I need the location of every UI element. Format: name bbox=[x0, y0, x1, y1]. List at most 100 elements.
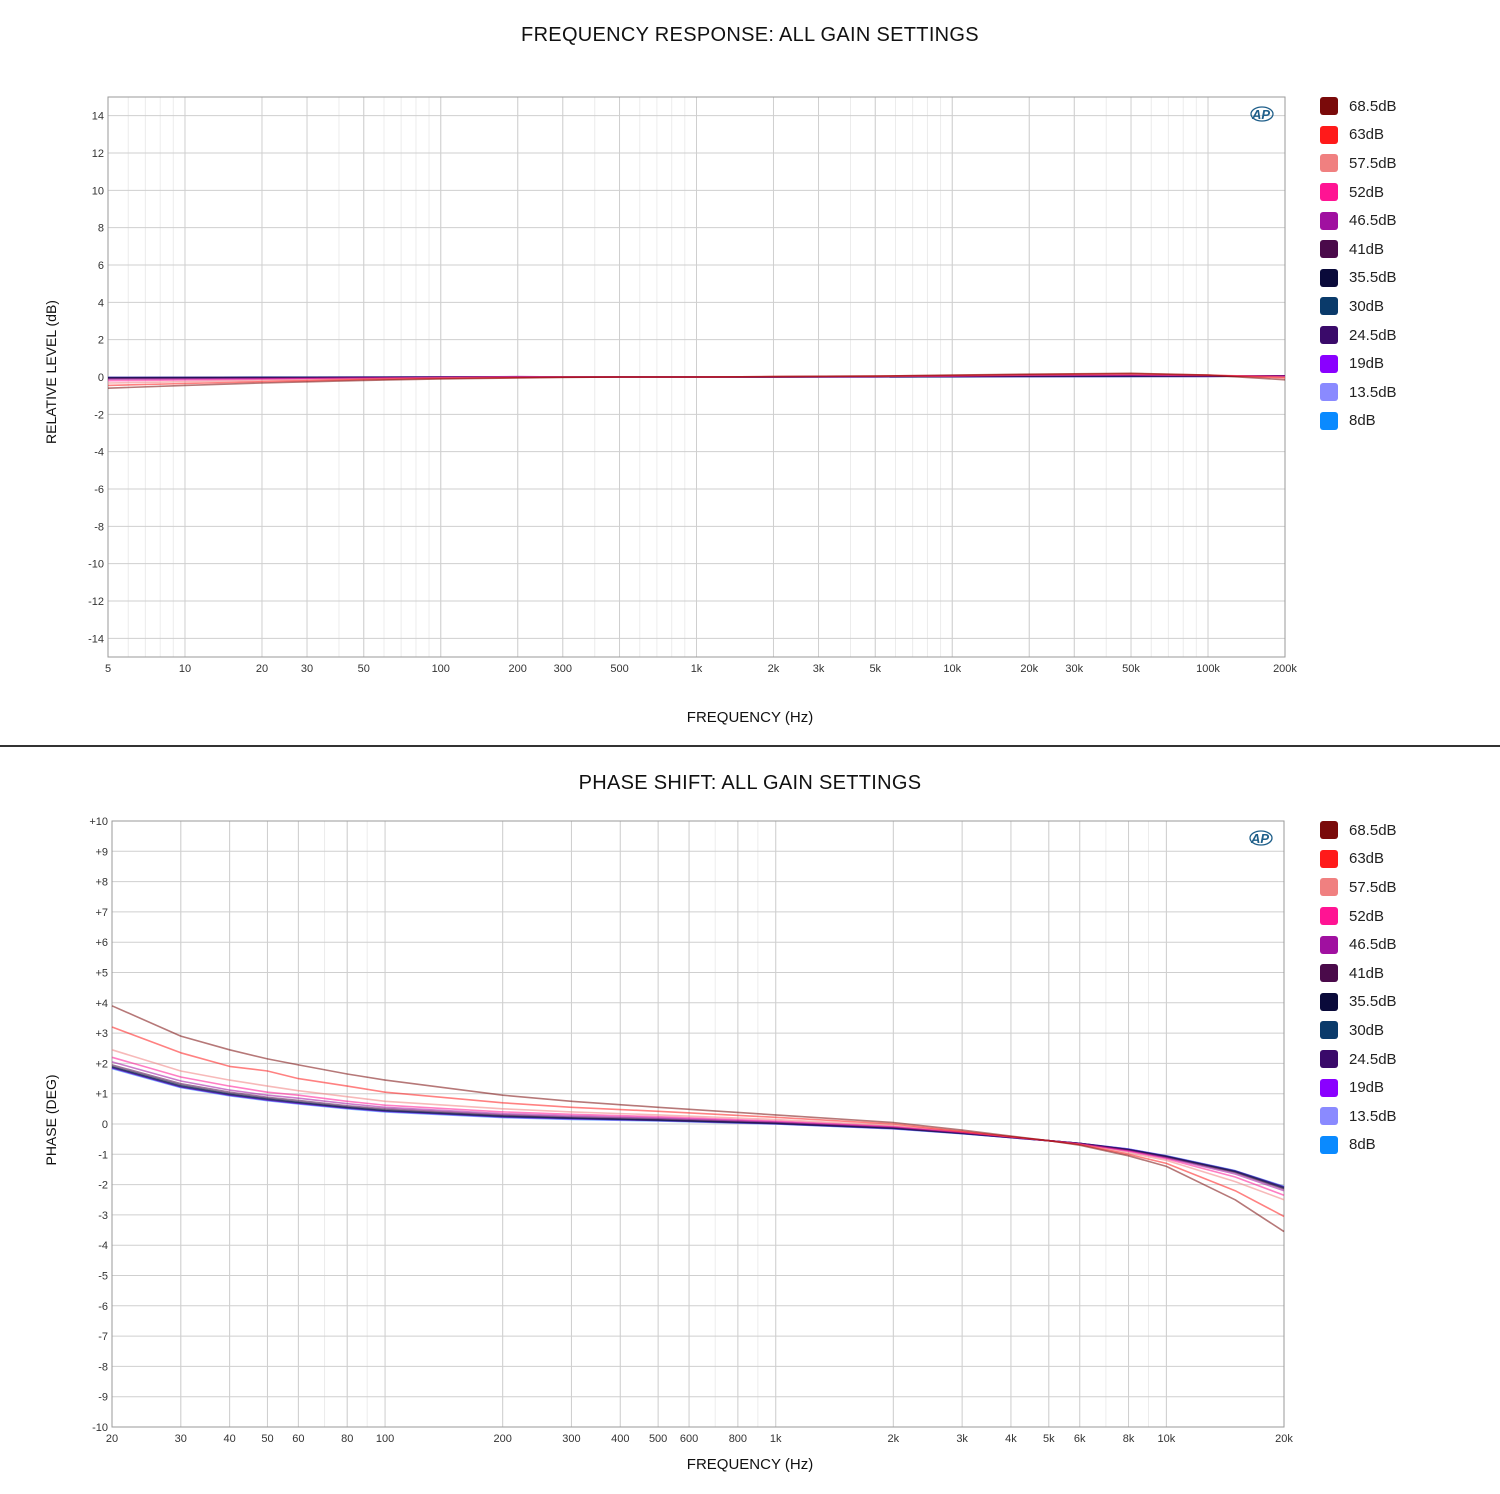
legend-swatch bbox=[1320, 1078, 1338, 1097]
y-tick-label: -5 bbox=[98, 1271, 108, 1283]
legend-item: 13.5dB bbox=[1320, 378, 1397, 407]
y-tick-label: +10 bbox=[89, 816, 108, 828]
x-tick-label: 800 bbox=[729, 1433, 747, 1445]
y-tick-label: +6 bbox=[95, 937, 108, 949]
x-tick-label: 5 bbox=[105, 663, 111, 675]
y-tick-label: 12 bbox=[92, 148, 104, 160]
y-tick-label: -4 bbox=[98, 1240, 108, 1252]
legend-swatch bbox=[1320, 183, 1338, 202]
y-tick-label: 4 bbox=[98, 297, 104, 309]
legend-swatch bbox=[1320, 326, 1338, 345]
legend-item: 63dB bbox=[1320, 121, 1397, 150]
legend-label: 63dB bbox=[1349, 126, 1385, 144]
y-tick-label: +4 bbox=[95, 998, 108, 1010]
legend-swatch bbox=[1320, 383, 1338, 402]
legend-item: 46.5dB bbox=[1320, 206, 1397, 235]
legend-label: 30dB bbox=[1349, 297, 1385, 315]
legend-item: 68.5dB bbox=[1320, 92, 1397, 121]
legend-item: 30dB bbox=[1320, 1016, 1397, 1045]
y-tick-label: -6 bbox=[94, 484, 104, 496]
legend-label: 46.5dB bbox=[1349, 212, 1397, 230]
legend-label: 41dB bbox=[1349, 240, 1385, 258]
y-tick-label: -3 bbox=[98, 1210, 108, 1222]
ap-logo-icon: AP bbox=[1250, 831, 1269, 846]
x-tick-label: 50 bbox=[261, 1433, 273, 1445]
legend-label: 24.5dB bbox=[1349, 1050, 1397, 1068]
legend-item: 19dB bbox=[1320, 349, 1397, 378]
legend-swatch bbox=[1320, 97, 1338, 116]
x-tick-label: 10k bbox=[943, 663, 961, 675]
chart-title: FREQUENCY RESPONSE: ALL GAIN SETTINGS bbox=[521, 24, 979, 46]
x-tick-label: 20k bbox=[1275, 1433, 1293, 1445]
x-tick-label: 1k bbox=[691, 663, 703, 675]
legend-swatch bbox=[1320, 821, 1338, 840]
x-tick-label: 8k bbox=[1123, 1433, 1135, 1445]
legend-swatch bbox=[1320, 125, 1338, 144]
y-tick-label: 0 bbox=[98, 372, 104, 384]
y-tick-label: 10 bbox=[92, 185, 104, 197]
legend-item: 52dB bbox=[1320, 178, 1397, 207]
y-tick-label: -2 bbox=[94, 409, 104, 421]
legend: 68.5dB 63dB 57.5dB 52dB 46.5dB 41dB 35.5dB 30dB… bbox=[1320, 92, 1397, 435]
legend-item: 41dB bbox=[1320, 959, 1397, 988]
x-tick-label: 3k bbox=[813, 663, 825, 675]
phase-shift-plot: 20 30 40 50 60 80 100 200 300 400 500 600 800 1k 2k 3k 4… bbox=[89, 816, 1293, 1445]
legend-label: 19dB bbox=[1349, 1079, 1385, 1097]
x-tick-label: 5k bbox=[869, 663, 881, 675]
legend-label: 68.5dB bbox=[1349, 821, 1397, 839]
y-tick-label: -4 bbox=[94, 447, 104, 459]
series-line-68.5dB bbox=[107, 372, 1286, 389]
y-tick-label: -10 bbox=[92, 1422, 108, 1434]
legend-label: 30dB bbox=[1349, 1021, 1385, 1039]
x-tick-label: 400 bbox=[611, 1433, 629, 1445]
legend-item: 30dB bbox=[1320, 292, 1397, 321]
legend-swatch bbox=[1320, 1107, 1338, 1126]
x-axis-label: FREQUENCY (Hz) bbox=[686, 709, 814, 726]
legend-label: 24.5dB bbox=[1349, 326, 1397, 344]
legend-swatch bbox=[1320, 935, 1338, 954]
x-tick-label: 200k bbox=[1273, 663, 1297, 675]
x-tick-label: 200 bbox=[493, 1433, 511, 1445]
legend-label: 35.5dB bbox=[1349, 269, 1397, 287]
series-line-57.5dB bbox=[111, 1049, 1285, 1201]
legend-swatch bbox=[1320, 964, 1338, 983]
y-tick-label: -8 bbox=[94, 521, 104, 533]
x-tick-label: 1k bbox=[770, 1433, 782, 1445]
x-axis-label: FREQUENCY (Hz) bbox=[686, 1456, 814, 1473]
y-tick-label: -2 bbox=[98, 1180, 108, 1192]
legend-label: 8dB bbox=[1349, 1136, 1376, 1154]
legend-swatch bbox=[1320, 411, 1338, 430]
legend-swatch bbox=[1320, 878, 1338, 897]
legend-swatch bbox=[1320, 992, 1338, 1011]
y-tick-label: -12 bbox=[88, 596, 104, 608]
x-tick-label: 50k bbox=[1122, 663, 1140, 675]
x-tick-label: 30k bbox=[1065, 663, 1083, 675]
y-tick-label: 14 bbox=[92, 111, 104, 123]
legend-swatch bbox=[1320, 240, 1338, 259]
y-tick-label: +5 bbox=[95, 968, 108, 980]
legend-item: 68.5dB bbox=[1320, 816, 1397, 845]
x-tick-label: 60 bbox=[292, 1433, 304, 1445]
legend-swatch bbox=[1320, 154, 1338, 173]
y-tick-label: -1 bbox=[98, 1149, 108, 1161]
legend-label: 8dB bbox=[1349, 412, 1376, 430]
legend-item: 8dB bbox=[1320, 407, 1397, 436]
x-tick-label: 100 bbox=[432, 663, 450, 675]
x-tick-label: 2k bbox=[888, 1433, 900, 1445]
y-tick-label: -6 bbox=[98, 1301, 108, 1313]
x-tick-label: 20 bbox=[256, 663, 268, 675]
legend-swatch bbox=[1320, 1021, 1338, 1040]
legend-swatch bbox=[1320, 1135, 1338, 1154]
x-tick-label: 50 bbox=[358, 663, 370, 675]
legend: 68.5dB 63dB 57.5dB 52dB 46.5dB 41dB 35.5dB 30dB… bbox=[1320, 816, 1397, 1159]
ap-logo-ring bbox=[1249, 830, 1273, 846]
legend-item: 35.5dB bbox=[1320, 988, 1397, 1017]
legend-item: 8dB bbox=[1320, 1131, 1397, 1160]
y-tick-label: 2 bbox=[98, 335, 104, 347]
x-tick-label: 100 bbox=[376, 1433, 394, 1445]
x-tick-label: 500 bbox=[610, 663, 628, 675]
plot-frame bbox=[111, 820, 1285, 1428]
x-tick-label: 30 bbox=[175, 1433, 187, 1445]
ap-logo-ring bbox=[1250, 106, 1274, 122]
y-axis: 14 12 10 8 6 4 2 0 -2 -4 -6 -8 -10 -12 -14 bbox=[88, 111, 1285, 645]
